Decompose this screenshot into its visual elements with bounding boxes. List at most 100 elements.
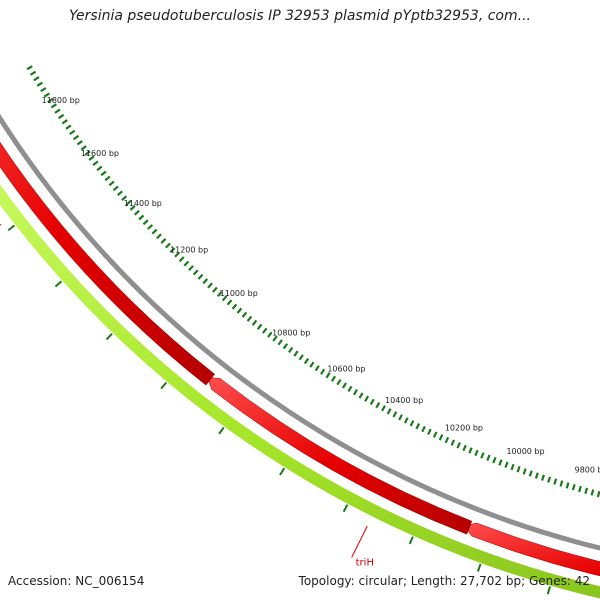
ruler-tick (236, 307, 243, 314)
ruler-tick (256, 323, 263, 330)
ruler-tick (309, 361, 315, 368)
ruler-tick (96, 165, 103, 172)
inner-tick (160, 381, 168, 390)
ruler-tick (462, 444, 467, 452)
ruler-tick (347, 385, 353, 393)
inner-tick (546, 586, 551, 595)
ruler-tick (288, 346, 294, 353)
ruler-tick (386, 408, 392, 415)
backbone-ring (0, 113, 600, 551)
ruler-label: 10000 bp (506, 447, 544, 456)
ruler-label: 9800 bp (575, 466, 600, 475)
accession-label: Accession: NC_006154 (8, 574, 145, 588)
ruler-tick (403, 417, 409, 424)
ruler-label: 11600 bp (81, 149, 119, 158)
ruler-tick (72, 134, 80, 141)
ruler-tick (207, 282, 213, 289)
ruler-tick (421, 425, 426, 433)
gene-arc-forward (207, 377, 473, 535)
ruler-tick (432, 431, 438, 438)
ruler-tick (65, 124, 72, 130)
ruler-tick (216, 291, 223, 298)
ruler-label: 10600 bp (327, 364, 365, 373)
ruler-tick (427, 428, 432, 436)
ruler-tick (456, 442, 461, 449)
ruler-tick (336, 379, 342, 386)
ruler-tick (251, 319, 258, 326)
ruler-tick (197, 273, 204, 280)
ruler-tick (325, 372, 331, 379)
ruler-tick (40, 87, 47, 93)
ruler-tick (54, 108, 61, 114)
inner-tick (279, 467, 286, 476)
inner-tick (105, 333, 113, 341)
ruler-tick (492, 456, 497, 464)
ruler-tick (138, 214, 145, 221)
ruler-tick (450, 439, 455, 446)
ruler-tick (596, 490, 600, 498)
ruler-tick (188, 265, 194, 272)
gene-arc-forward (0, 141, 215, 386)
ruler-tick (26, 65, 33, 71)
ruler-tick (498, 459, 503, 466)
ruler-tick (516, 466, 521, 473)
gene-features (0, 141, 600, 599)
ruler-tick (61, 119, 68, 125)
ruler-tick (226, 299, 233, 306)
ruler-tick (221, 295, 228, 302)
ruler-tick (584, 487, 589, 494)
inner-tick (408, 536, 414, 545)
rings (0, 113, 600, 551)
ruler-tick (272, 335, 278, 342)
ruler-tick (480, 452, 485, 459)
ruler-tick (156, 233, 162, 240)
ruler-tick (80, 145, 87, 151)
ruler-tick (43, 92, 50, 98)
ruler-tick (100, 170, 107, 177)
ruler-tick (88, 155, 95, 161)
ruler-tick (415, 423, 421, 430)
ruler-tick (571, 484, 576, 491)
ruler-label: 11200 bp (170, 246, 208, 255)
ruler-tick (540, 474, 545, 481)
ruler-label: 10400 bp (385, 396, 423, 405)
ruler-tick (303, 357, 310, 365)
gene-arc-reverse (0, 184, 600, 599)
ruler-tick (409, 420, 415, 427)
ruler-label: 11400 bp (124, 199, 162, 208)
ruler-tick (474, 449, 479, 457)
ruler-tick (522, 468, 527, 475)
ruler-tick (486, 454, 491, 462)
inner-tick (7, 224, 16, 232)
ruler-tick (314, 365, 320, 372)
ruler-tick (133, 209, 140, 216)
gene-leader-line (0, 223, 2, 226)
ruler-tick (50, 103, 57, 109)
ruler-tick (147, 224, 153, 230)
inner-tick (218, 426, 225, 435)
ruler-tick (47, 97, 54, 104)
ruler-tick (183, 260, 190, 267)
ruler-tick (202, 278, 209, 285)
ruler-tick (277, 339, 283, 346)
ruler-tick (165, 242, 171, 249)
ruler-label: 10200 bp (445, 424, 483, 433)
gene-label: triH (356, 557, 374, 568)
ruler-tick (212, 286, 218, 293)
ruler-tick (92, 160, 99, 167)
ruler-tick (36, 81, 43, 87)
ruler-tick (320, 368, 326, 375)
ruler-label: 11800 bp (42, 96, 80, 105)
ruler-ticks (7, 65, 600, 595)
ruler-tick (151, 228, 158, 235)
ruler-tick (353, 389, 358, 396)
ruler-tick (590, 489, 595, 496)
inner-tick (342, 504, 349, 513)
ruler-tick (559, 480, 564, 487)
ruler-tick (241, 311, 248, 318)
ruler-tick (398, 414, 403, 421)
ruler-tick (169, 247, 176, 254)
ruler-tick (330, 375, 337, 382)
inner-tick (476, 563, 482, 572)
